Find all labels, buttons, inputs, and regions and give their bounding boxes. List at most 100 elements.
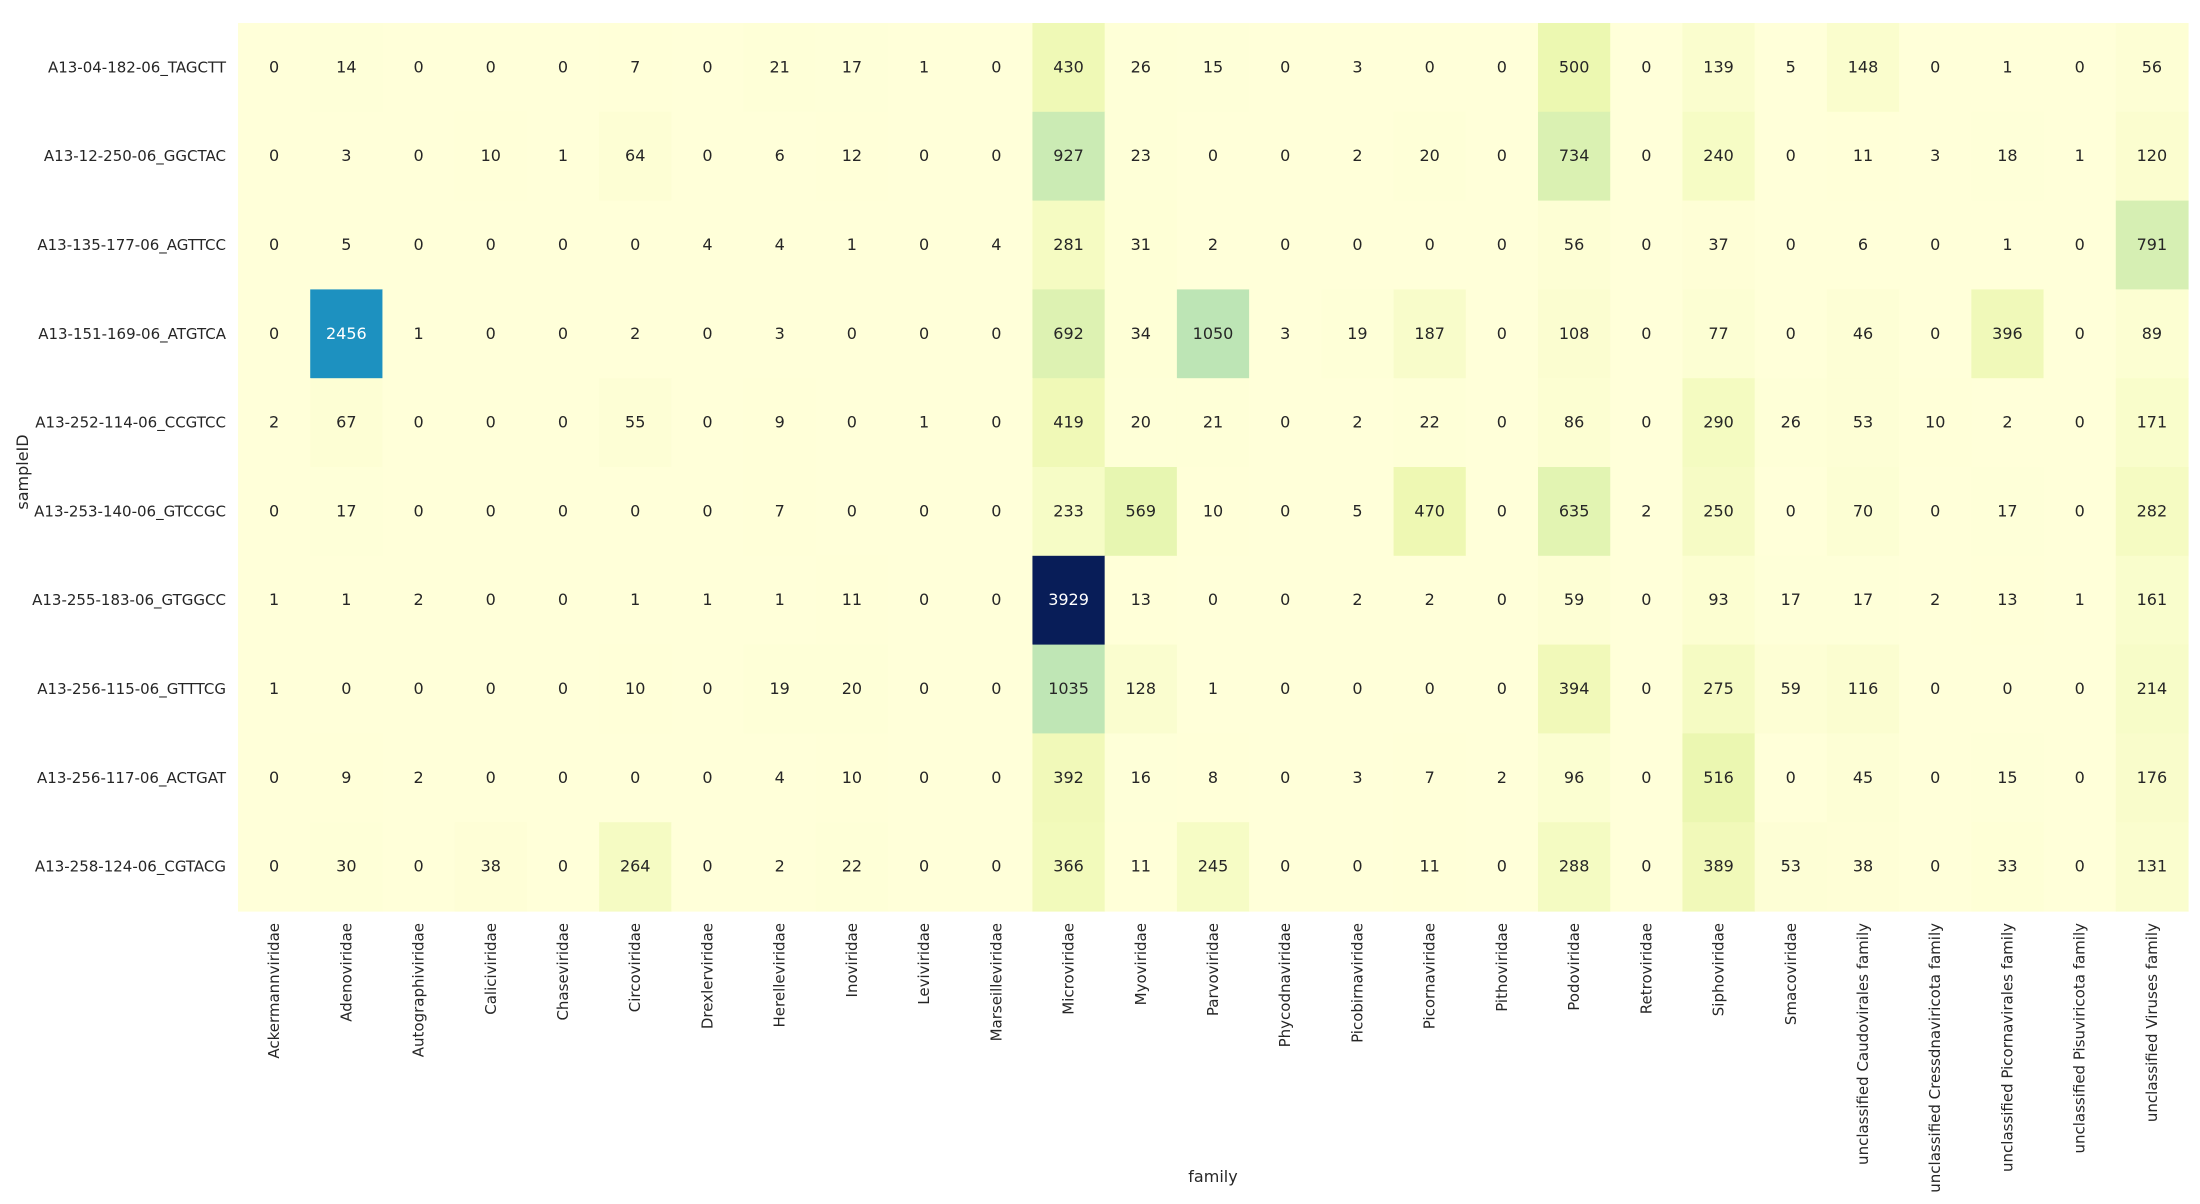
y-tick-label: A13-04-182-06_TAGCTT (48, 58, 227, 77)
heatmap-cell (1465, 733, 1539, 823)
heatmap-cell (1104, 555, 1178, 646)
heatmap-cell (2115, 822, 2189, 912)
cell-value-label: 0 (558, 679, 568, 698)
x-tick-label: Drexlerviridae (698, 923, 716, 1029)
cell-value-label: 0 (269, 146, 279, 165)
heatmap-cell (1321, 644, 1395, 734)
heatmap-cell (526, 111, 600, 202)
cell-value-label: 86 (1564, 413, 1584, 432)
heatmap-cell (1610, 467, 1684, 557)
cell-value-label: 791 (2137, 235, 2168, 254)
heatmap-cell (1032, 467, 1106, 557)
cell-value-label: 0 (1930, 857, 1940, 876)
x-tick-label: Siphoviridae (1710, 923, 1728, 1016)
cell-value-label: 131 (2137, 857, 2168, 876)
heatmap-cell (1032, 200, 1106, 290)
heatmap-cell (1249, 733, 1322, 823)
heatmap-cell (888, 733, 961, 823)
heatmap-cell (526, 289, 600, 379)
heatmap-cell (454, 467, 528, 557)
heatmap-cell (2043, 644, 2117, 734)
x-tick-label: Inoviridae (843, 923, 861, 997)
cell-value-label: 1 (341, 590, 351, 609)
cell-value-label: 13 (1131, 590, 1151, 609)
x-tick-label: unclassified Caudovirales family (1854, 923, 1872, 1165)
cell-value-label: 2 (1497, 768, 1507, 787)
cell-value-label: 128 (1126, 679, 1157, 698)
heatmap-cell (2115, 23, 2189, 113)
cell-value-label: 470 (1414, 501, 1445, 520)
heatmap-cell (1754, 555, 1828, 646)
cell-value-label: 0 (1497, 324, 1507, 343)
cell-value-label: 2 (1641, 501, 1651, 520)
heatmap-cell (1826, 111, 1900, 202)
heatmap-cell (1176, 555, 1250, 646)
cell-value-label: 0 (1930, 768, 1940, 787)
cell-value-label: 10 (842, 768, 862, 787)
heatmap-cell (238, 644, 311, 734)
cell-value-label: 17 (1853, 590, 1873, 609)
cell-value-label: 0 (1425, 235, 1435, 254)
heatmap-cell (1971, 467, 2045, 557)
heatmap-cell (1538, 467, 1611, 557)
heatmap-cell (526, 644, 600, 734)
y-tick-label: A13-256-115-06_GTTTCG (37, 680, 226, 699)
cell-value-label: 20 (1419, 146, 1439, 165)
heatmap-cell (1899, 644, 1972, 734)
cell-value-label: 396 (1992, 324, 2023, 343)
heatmap-cell (599, 733, 672, 823)
cell-value-label: 5 (1352, 501, 1362, 520)
heatmap-cell (1465, 644, 1539, 734)
cell-value-label: 2456 (326, 324, 367, 343)
cell-value-label: 0 (991, 501, 1001, 520)
cell-value-label: 281 (1053, 235, 1084, 254)
cell-value-label: 89 (2142, 324, 2162, 343)
heatmap-cell (815, 644, 889, 734)
x-tick-label: Autographiviridae (410, 923, 428, 1057)
heatmap-cell (1176, 822, 1250, 912)
cell-value-label: 21 (769, 57, 789, 76)
cell-value-label: 394 (1559, 679, 1590, 698)
heatmap-cell (1754, 200, 1828, 290)
heatmap-cell (815, 555, 889, 646)
heatmap-cell (815, 111, 889, 202)
heatmap-cell (1032, 555, 1106, 646)
cell-value-label: 214 (2137, 679, 2168, 698)
cell-value-label: 0 (919, 857, 929, 876)
cell-value-label: 0 (2075, 57, 2085, 76)
heatmap-cell (238, 822, 311, 912)
heatmap-cell (382, 23, 456, 113)
cell-value-label: 26 (1131, 57, 1151, 76)
heatmap-cell (960, 467, 1034, 557)
heatmap-cell (454, 23, 528, 113)
cell-value-label: 38 (1853, 857, 1873, 876)
cell-value-label: 0 (1280, 57, 1290, 76)
cell-value-label: 10 (1925, 413, 1945, 432)
cell-value-label: 0 (269, 324, 279, 343)
heatmap-cell (2043, 378, 2117, 468)
cell-value-label: 59 (1564, 590, 1584, 609)
cell-value-label: 3 (1280, 324, 1290, 343)
cell-value-label: 17 (1997, 501, 2017, 520)
cell-value-label: 5 (341, 235, 351, 254)
x-tick-label: Chaseviridae (554, 923, 572, 1021)
cell-value-label: 0 (1641, 413, 1651, 432)
cell-value-label: 17 (336, 501, 356, 520)
x-tick-label: unclassified Pisuviricota family (2071, 923, 2089, 1154)
heatmap-cell (1899, 23, 1972, 113)
heatmap-cell (1899, 555, 1972, 646)
cell-value-label: 0 (269, 768, 279, 787)
heatmap-cell (1104, 378, 1178, 468)
heatmap-cell (238, 555, 311, 646)
heatmap-cell (2043, 111, 2117, 202)
cell-value-label: 0 (1352, 857, 1362, 876)
heatmap-cell (1610, 733, 1684, 823)
heatmap-cell (1249, 23, 1322, 113)
heatmap-cell (1321, 289, 1395, 379)
cell-value-label: 0 (1208, 590, 1218, 609)
y-tick-label: A13-252-114-06_CCGTCC (35, 414, 226, 433)
heatmap-cell (454, 822, 528, 912)
cell-value-label: 45 (1853, 768, 1873, 787)
heatmap-cell (238, 733, 311, 823)
cell-value-label: 2 (630, 324, 640, 343)
